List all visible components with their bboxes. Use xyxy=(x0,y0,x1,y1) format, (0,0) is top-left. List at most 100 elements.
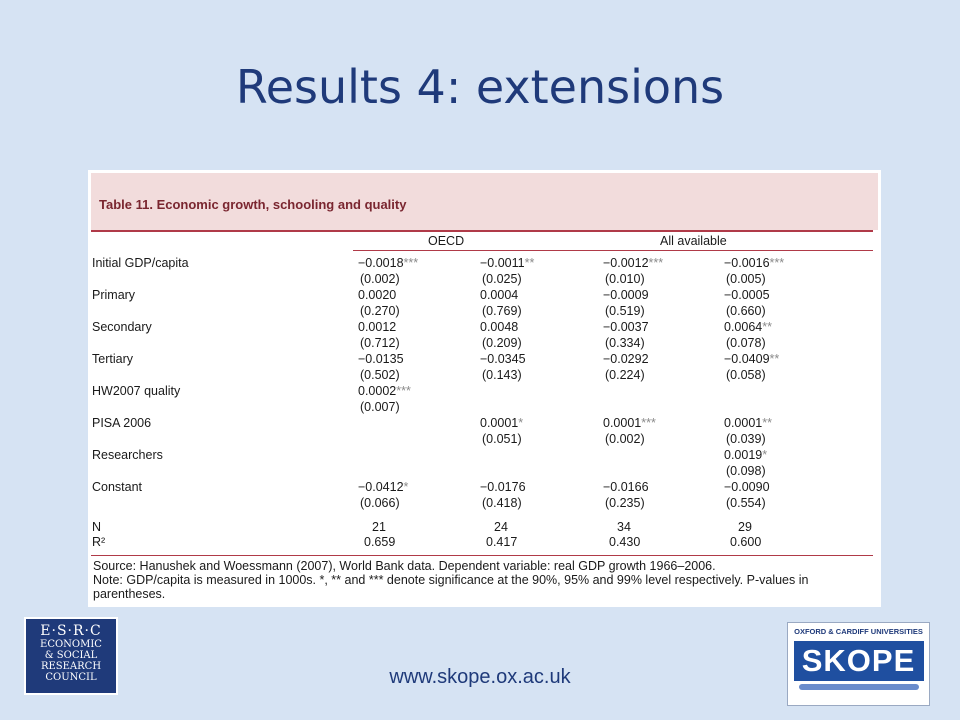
pvalue-cell: (0.209) xyxy=(482,336,522,350)
coef-cell: −0.0292 xyxy=(603,352,649,366)
coef-cell: 0.0064** xyxy=(724,320,772,334)
coef-cell: −0.0412* xyxy=(358,480,408,494)
esrc-logo: E·S·R·C ECONOMIC & SOCIAL RESEARCH COUNC… xyxy=(24,617,118,695)
pvalue-cell: (0.058) xyxy=(726,368,766,382)
coef-value: 0.0048 xyxy=(480,320,519,334)
skope-logo: OXFORD & CARDIFF UNIVERSITIES SKOPE xyxy=(787,622,930,706)
coef-value: −0.0292 xyxy=(603,352,649,366)
pvalue-cell: (0.224) xyxy=(605,368,645,382)
header-all-available: All available xyxy=(660,234,727,248)
pvalue-cell: (0.660) xyxy=(726,304,766,318)
n-value: 29 xyxy=(738,520,752,534)
coef-value: 0.0020 xyxy=(358,288,397,302)
significance-stars: *** xyxy=(648,256,664,270)
coef-value: −0.0005 xyxy=(724,288,770,302)
coef-value: −0.0176 xyxy=(480,480,526,494)
coef-cell: 0.0001*** xyxy=(603,416,656,430)
coef-value: 0.0019 xyxy=(724,448,763,462)
significance-stars: ** xyxy=(769,352,780,366)
coef-cell: −0.0345 xyxy=(480,352,526,366)
row-label: Secondary xyxy=(92,320,152,334)
r2-value: 0.600 xyxy=(730,535,762,549)
n-value: 24 xyxy=(494,520,508,534)
pvalue-cell: (0.519) xyxy=(605,304,645,318)
significance-stars: ** xyxy=(762,416,772,430)
significance-stars: *** xyxy=(769,256,785,270)
pvalue-cell: (0.005) xyxy=(726,272,766,286)
header-rule xyxy=(353,250,873,251)
coef-value: −0.0090 xyxy=(724,480,770,494)
footer-url[interactable]: www.skope.ox.ac.uk xyxy=(389,666,571,688)
pvalue-cell: (0.051) xyxy=(482,432,522,446)
coef-value: −0.0037 xyxy=(603,320,649,334)
significance-stars: * xyxy=(518,416,524,430)
coef-cell: 0.0019* xyxy=(724,448,767,462)
pvalue-cell: (0.769) xyxy=(482,304,522,318)
r2-value: 0.659 xyxy=(364,535,396,549)
pvalue-cell: (0.554) xyxy=(726,496,766,510)
coef-cell: −0.0176 xyxy=(480,480,526,494)
coef-cell: −0.0018*** xyxy=(358,256,418,270)
pvalue-cell: (0.098) xyxy=(726,464,766,478)
coef-cell: −0.0166 xyxy=(603,480,649,494)
header-oecd: OECD xyxy=(428,234,465,248)
pvalue-cell: (0.010) xyxy=(605,272,645,286)
pvalue-cell: (0.235) xyxy=(605,496,645,510)
coef-cell: 0.0001** xyxy=(724,416,772,430)
coef-value: 0.0012 xyxy=(358,320,397,334)
coef-value: −0.0166 xyxy=(603,480,649,494)
regression-table: Table 11. Economic growth, schooling and… xyxy=(88,170,881,607)
pvalue-cell: (0.002) xyxy=(605,432,645,446)
coef-value: −0.0018 xyxy=(358,256,404,270)
significance-stars: * xyxy=(762,448,768,462)
coef-cell: −0.0016*** xyxy=(724,256,784,270)
row-label: Researchers xyxy=(92,448,163,462)
pvalue-cell: (0.502) xyxy=(360,368,400,382)
pvalue-cell: (0.270) xyxy=(360,304,400,318)
coef-value: −0.0412 xyxy=(358,480,404,494)
coef-cell: −0.0009 xyxy=(603,288,649,302)
pvalue-cell: (0.334) xyxy=(605,336,645,350)
coef-value: 0.0064 xyxy=(724,320,763,334)
coef-cell: 0.0002*** xyxy=(358,384,411,398)
pvalue-cell: (0.712) xyxy=(360,336,400,350)
coef-value: 0.0002 xyxy=(358,384,397,398)
coef-cell: 0.0001* xyxy=(480,416,523,430)
coef-cell: −0.0090 xyxy=(724,480,770,494)
coef-value: −0.0135 xyxy=(358,352,404,366)
pvalue-cell: (0.025) xyxy=(482,272,522,286)
coef-cell: 0.0004 xyxy=(480,288,518,302)
bottom-rule xyxy=(91,555,873,556)
coef-value: −0.0345 xyxy=(480,352,526,366)
pvalue-cell: (0.002) xyxy=(360,272,400,286)
coef-value: −0.0009 xyxy=(603,288,649,302)
slide-title: Results 4: extensions xyxy=(235,60,725,114)
coef-cell: −0.0011** xyxy=(480,256,534,270)
row-label: Initial GDP/capita xyxy=(92,256,189,270)
significance-stars: *** xyxy=(396,384,411,398)
n-value: 21 xyxy=(372,520,386,534)
coef-cell: −0.0037 xyxy=(603,320,649,334)
significance-stars: *** xyxy=(641,416,656,430)
coef-cell: 0.0012 xyxy=(358,320,396,334)
r2-label: R² xyxy=(92,535,106,549)
top-rule xyxy=(91,230,873,232)
coef-value: 0.0001 xyxy=(724,416,763,430)
pvalue-cell: (0.078) xyxy=(726,336,766,350)
coef-cell: −0.0135 xyxy=(358,352,404,366)
pvalue-cell: (0.007) xyxy=(360,400,400,414)
r2-value: 0.417 xyxy=(486,535,518,549)
table-source: Source: Hanushek and Woessmann (2007), W… xyxy=(93,559,716,573)
row-label: Tertiary xyxy=(92,352,133,366)
table-caption: Table 11. Economic growth, schooling and… xyxy=(99,197,407,212)
pvalue-cell: (0.418) xyxy=(482,496,522,510)
coef-value: 0.0001 xyxy=(480,416,519,430)
logo-wave xyxy=(798,684,919,690)
coef-value: −0.0012 xyxy=(603,256,649,270)
coef-cell: 0.0048 xyxy=(480,320,518,334)
pvalue-cell: (0.066) xyxy=(360,496,400,510)
coef-value: 0.0001 xyxy=(603,416,642,430)
n-value: 34 xyxy=(617,520,631,534)
significance-stars: ** xyxy=(524,256,535,270)
n-label: N xyxy=(92,520,102,534)
